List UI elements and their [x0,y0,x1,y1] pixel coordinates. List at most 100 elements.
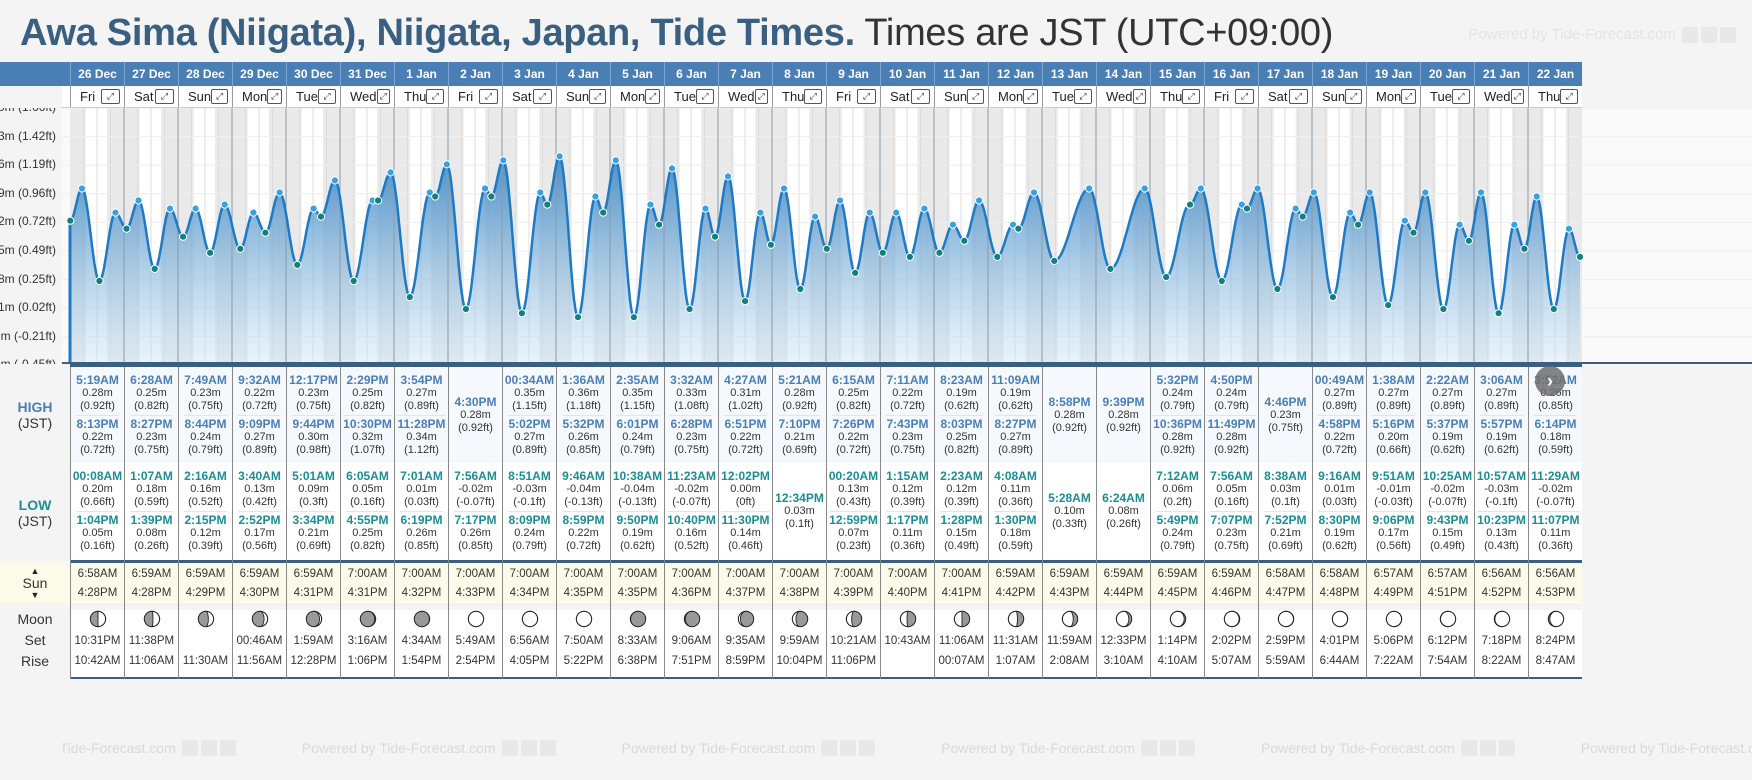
date-header-cell: 18 Jan [1312,62,1366,86]
tide-height-ft: (0.62ft) [1484,443,1519,456]
high-tide-cell: 11:09AM 0.19m (0.62ft) 8:27PM 0.27m (0.89ft) [989,367,1042,463]
expand-day-icon[interactable]: ⤢ [1510,89,1524,104]
high-tide-cell: 6:15AM 0.25m (0.82ft) 7:26PM 0.22m (0.72ft) [827,367,880,463]
tide-height-ft: (0.79ft) [512,540,547,552]
expand-day-icon[interactable]: ⤢ [267,89,282,104]
tide-height-ft: (0.75ft) [188,399,223,412]
weekday-label: Thu [404,89,427,104]
high-tide-event: 4:50PM 0.24m (0.79ft) [1210,372,1252,415]
tide-height-ft: (0.79ft) [1160,399,1195,412]
tide-height-ft: (0.16ft) [80,540,115,552]
expand-day-icon[interactable]: ⤢ [1073,89,1092,104]
expand-day-icon[interactable]: ⤢ [1023,89,1038,104]
expand-day-icon[interactable]: ⤢ [1560,89,1578,104]
high-tide-event: 4:58PM 0.22m (0.72ft) [1318,414,1361,459]
low-tide-event: 4:08AM 0.11m (0.36ft) [994,468,1037,511]
weekday-label: Fri [1214,89,1230,104]
expand-day-icon[interactable]: ⤢ [155,89,174,104]
tide-height-ft: (0.59ft) [998,540,1033,552]
tide-time: 3:54PM [400,372,443,387]
expand-day-icon[interactable]: ⤢ [645,89,660,104]
expand-day-icon[interactable]: ⤢ [911,89,930,104]
weekday-label: Mon [242,89,268,104]
low-tide-event: 00:08AM 0.20m (0.66ft) [73,468,122,511]
expand-day-icon[interactable]: ⤢ [589,89,606,104]
low-tide-cell: 8:51AM -0.03m (-0.1ft) 8:09PM 0.24m (0.79ft) [503,463,556,563]
moon-cell: 12:33PM 3:10AM [1097,610,1150,679]
expand-day-icon[interactable]: ⤢ [317,89,336,104]
tide-height-ft: (0.85ft) [1538,399,1573,412]
tide-height-ft: (0.72ft) [80,443,115,456]
weekday-cell: Sun ⤢ [178,86,232,107]
tide-time: 5:49PM [1156,513,1199,527]
high-tide-cell: 3:54PM 0.27m (0.89ft) 11:28PM 0.34m (1.12ft) [395,367,448,463]
low-tide-cell: 1:15AM 0.12m (0.39ft) 1:17PM 0.11m (0.36ft) [881,463,934,563]
expand-day-icon[interactable]: ⤢ [754,89,768,104]
expand-day-icon[interactable]: ⤢ [695,89,714,104]
tide-time: 9:09PM [238,416,281,431]
brand-logo-icon [1141,740,1195,756]
expand-day-icon[interactable]: ⤢ [101,89,120,104]
tide-height-ft: (-0.13ft) [564,496,603,508]
tide-chart [62,108,1752,364]
tide-height-m: 0.26m [460,527,491,539]
sun-cell: 6:59AM 4:42PM [989,563,1042,605]
weekday-cell: Thu ⤢ [1150,86,1204,107]
moonset-time: 7:50AM [563,635,604,647]
expand-day-icon[interactable]: ⤢ [479,89,498,104]
weekday-label: Mon [1376,89,1402,104]
tide-height-ft: (0.89ft) [404,399,439,412]
moonrise-time: 4:10AM [1157,655,1198,667]
moonset-time: 11:31AM [992,635,1039,647]
high-tide-point [481,184,490,193]
expand-day-icon[interactable]: ⤢ [857,89,876,104]
low-tide-point [1464,236,1474,245]
expand-day-icon[interactable]: ⤢ [1345,89,1362,104]
high-tide-cell: 4:50PM 0.24m (0.79ft) 11:49PM 0.28m (0.92ft) [1205,367,1258,463]
expand-day-icon[interactable]: ⤢ [1451,89,1470,104]
expand-day-icon[interactable]: ⤢ [967,89,984,104]
tide-height-ft: (0.69ft) [296,540,331,552]
low-tide-event: 1:04PM 0.05m (0.16ft) [76,511,119,555]
expand-day-icon[interactable]: ⤢ [1401,89,1416,104]
expand-day-icon[interactable]: ⤢ [1132,89,1146,104]
expand-day-icon[interactable]: ⤢ [376,89,390,104]
low-tide-cell: 9:51AM -0.01m (-0.03ft) 9:06PM 0.17m (0.56ft) [1367,463,1420,563]
low-tide-event: 12:34PM 0.03m (0.1ft) [775,490,824,533]
expand-day-icon[interactable]: ⤢ [533,89,552,104]
high-tide-cell: 3:32AM 0.33m (1.08ft) 6:28PM 0.23m (0.75ft) [665,367,718,463]
tide-grid: 0.50m (1.66ft) 0.43m (1.42ft) 0.36m (1.19f… [0,62,1752,756]
tide-height-ft: (0.72ft) [890,399,925,412]
low-label: LOW [18,497,52,513]
tide-time: 6:19PM [400,513,443,527]
tide-height-m: 0.35m [514,386,545,399]
sun-cell: 7:00AM 4:40PM [881,563,934,605]
tide-height-ft: (0.59ft) [1538,443,1573,456]
high-tide-cell: 1:38AM 0.27m (0.89ft) 5:16PM 0.20m (0.66ft) [1367,367,1420,463]
low-tide-point [878,248,887,257]
sunset-time: 4:51PM [1427,587,1468,599]
tide-time: 10:36PM [1153,416,1202,431]
expand-day-icon[interactable]: ⤢ [426,89,444,104]
expand-day-icon[interactable]: ⤢ [1289,89,1308,104]
sunset-arrow-icon: ▼ [30,590,40,600]
sunset-time: 4:29PM [185,587,226,599]
expand-day-icon[interactable]: ⤢ [211,89,228,104]
weekday-cell: Mon ⤢ [1366,86,1420,107]
tide-time: 2:15PM [184,513,227,527]
high-tide-point [442,160,451,169]
brand-logo-icon [1682,26,1736,43]
weekday-label: Fri [836,89,852,104]
day-column: 8:23AM 0.19m (0.62ft) 8:03PM 0.25m (0.82ft) 2:… [934,367,988,679]
sun-cell: 6:58AM 4:48PM [1313,563,1366,605]
high-tide-event: 4:46PM 0.23m (0.75ft) [1264,394,1306,437]
sun-cell: 6:59AM 4:28PM [125,563,178,605]
expand-day-icon[interactable]: ⤢ [1182,89,1200,104]
tide-height-m: 0.25m [352,527,383,539]
expand-day-icon[interactable]: ⤢ [1235,89,1254,104]
next-days-button[interactable]: › [1535,366,1565,396]
tide-height-m: -0.03m [512,483,547,495]
day-column: 2:35AM 0.35m (1.15ft) 6:01PM 0.24m (0.79ft) 10… [610,367,664,679]
tide-time: 7:17PM [454,513,497,527]
expand-day-icon[interactable]: ⤢ [804,89,822,104]
